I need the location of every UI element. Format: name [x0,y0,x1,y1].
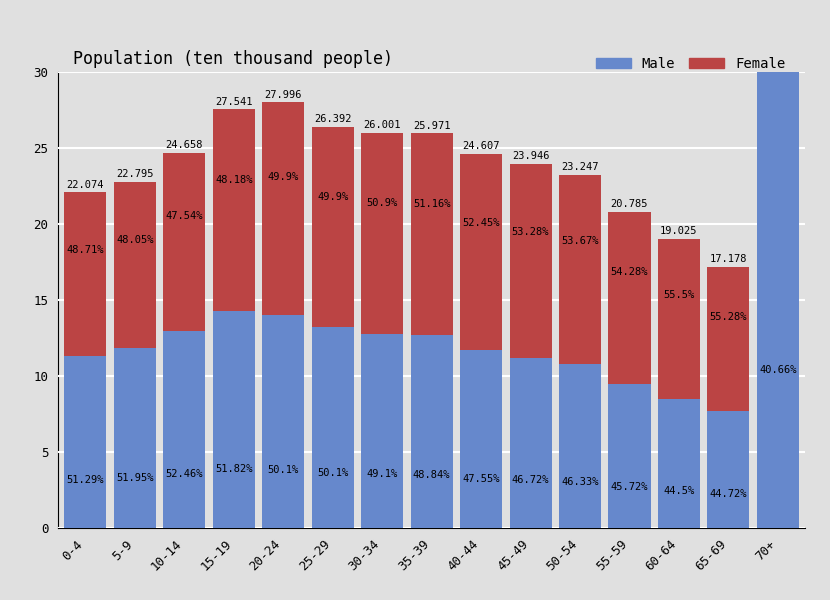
Text: 48.71%: 48.71% [66,245,104,254]
Bar [411,133,452,335]
Text: 26.001: 26.001 [364,120,401,130]
Text: 17.178: 17.178 [710,254,747,264]
Text: 23.946: 23.946 [512,151,549,161]
Text: 44.72%: 44.72% [710,489,747,499]
Bar [608,212,651,383]
Text: 26.392: 26.392 [314,114,351,124]
Bar [658,400,700,528]
Text: 45.72%: 45.72% [611,482,648,492]
Bar [311,127,354,327]
Bar [707,411,749,528]
Bar [262,315,305,528]
Text: 47.55%: 47.55% [462,473,500,484]
Bar [64,193,106,356]
Text: 23.247: 23.247 [561,162,598,172]
Bar [262,103,305,315]
Bar [64,356,106,528]
Text: 48.84%: 48.84% [413,470,451,480]
Bar [164,153,205,331]
Text: 48.05%: 48.05% [116,235,154,245]
Text: 27.996: 27.996 [265,90,302,100]
Bar [559,364,601,528]
Bar [411,335,452,528]
Text: 22.795: 22.795 [116,169,154,179]
Text: 53.67%: 53.67% [561,236,598,246]
Text: 49.9%: 49.9% [317,192,349,202]
Bar [658,239,700,400]
Bar [510,164,552,358]
Text: 20.785: 20.785 [611,199,648,209]
Text: 48.18%: 48.18% [215,175,252,185]
Text: 50.1%: 50.1% [267,465,299,475]
Bar [114,182,156,348]
Bar [707,267,749,411]
Bar [460,154,502,350]
Text: 44.5%: 44.5% [663,486,695,496]
Text: 51.29%: 51.29% [66,475,104,485]
Text: 55.28%: 55.28% [710,313,747,322]
Text: 51.16%: 51.16% [413,199,451,209]
Text: 55.5%: 55.5% [663,290,695,300]
Bar [311,327,354,528]
Bar [608,383,651,528]
Text: 51.82%: 51.82% [215,464,252,474]
Text: 49.1%: 49.1% [367,469,398,479]
Bar [164,331,205,528]
Bar [212,109,255,311]
Bar [361,133,403,334]
Text: 54.28%: 54.28% [611,267,648,277]
Bar [757,0,799,528]
Bar [114,348,156,528]
Text: 46.33%: 46.33% [561,477,598,487]
Bar [212,311,255,528]
Legend: Male, Female: Male, Female [590,52,791,77]
Text: 24.607: 24.607 [462,141,500,151]
Text: 53.28%: 53.28% [512,227,549,237]
Text: 52.45%: 52.45% [462,218,500,227]
Text: Population (ten thousand people): Population (ten thousand people) [73,50,393,68]
Text: 24.658: 24.658 [165,140,203,151]
Bar [460,350,502,528]
Text: 40.66%: 40.66% [759,365,797,375]
Text: 27.541: 27.541 [215,97,252,107]
Text: 51.95%: 51.95% [116,473,154,483]
Text: 50.1%: 50.1% [317,468,349,478]
Text: 50.9%: 50.9% [367,198,398,208]
Text: 25.971: 25.971 [413,121,451,131]
Text: 22.074: 22.074 [66,180,104,190]
Bar [559,175,601,364]
Text: 46.72%: 46.72% [512,475,549,485]
Bar [510,358,552,528]
Text: 49.9%: 49.9% [267,172,299,182]
Text: 52.46%: 52.46% [165,469,203,479]
Text: 47.54%: 47.54% [165,211,203,221]
Text: 19.025: 19.025 [660,226,698,236]
Bar [361,334,403,528]
